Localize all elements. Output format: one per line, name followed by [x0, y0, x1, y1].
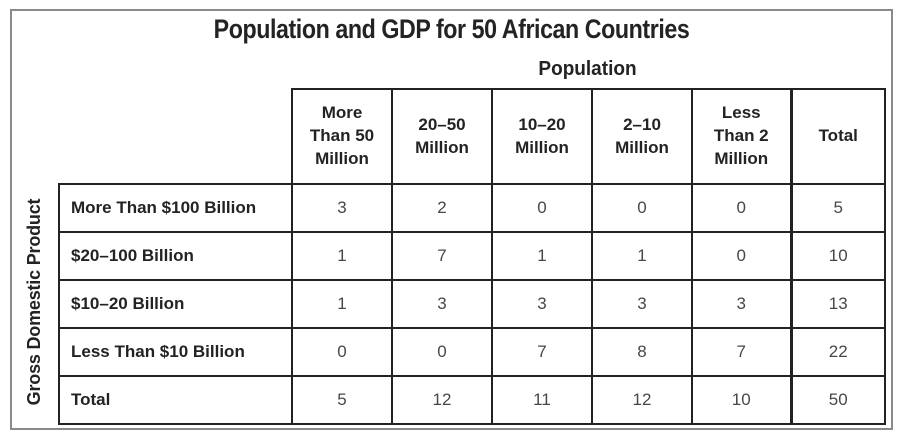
cell-r0-c1: 2: [391, 183, 493, 233]
column-group-label: Population: [538, 58, 637, 80]
cell-r3-c3: 8: [591, 327, 693, 377]
cell-r4-c2: 11: [491, 375, 593, 425]
cell-r4-total: 50: [789, 375, 886, 425]
cell-r2-c4: 3: [691, 279, 792, 329]
cell-r2-c2: 3: [491, 279, 593, 329]
cell-r3-c2: 7: [491, 327, 593, 377]
cell-r4-c3: 12: [591, 375, 693, 425]
cell-r2-total: 13: [789, 279, 886, 329]
cell-r1-total: 10: [789, 231, 886, 281]
cell-r3-total: 22: [789, 327, 886, 377]
cell-r4-c1: 12: [391, 375, 493, 425]
table-row-10-20-billion: $10–20 Billion 1 3 3 3 3 13: [58, 279, 886, 329]
row-header-total: Total: [58, 375, 293, 425]
cell-r1-c3: 1: [591, 231, 693, 281]
cell-r3-c4: 7: [691, 327, 792, 377]
figure-title: Population and GDP for 50 African Countr…: [213, 14, 690, 44]
row-header-10-20-billion: $10–20 Billion: [58, 279, 293, 329]
row-header-more-than-100-billion: More Than $100 Billion: [58, 183, 293, 233]
cell-r4-c0: 5: [291, 375, 393, 425]
col-header-2-10-million: 2–10 Million: [591, 88, 693, 185]
column-header-row: More Than 50 Million 20–50 Million 10–20…: [59, 88, 886, 185]
table-row-total: Total 5 12 11 12 10 50: [58, 375, 886, 425]
cell-r1-c2: 1: [491, 231, 593, 281]
table-row-more-than-100-billion: More Than $100 Billion 3 2 0 0 0 5: [58, 183, 886, 233]
cell-r0-c0: 3: [291, 183, 393, 233]
col-header-more-than-50-million: More Than 50 Million: [291, 88, 393, 185]
table-row-20-100-billion: $20–100 Billion 1 7 1 1 0 10: [58, 231, 886, 281]
cell-r3-c0: 0: [291, 327, 393, 377]
row-header-20-100-billion: $20–100 Billion: [58, 231, 293, 281]
col-header-20-50-million: 20–50 Million: [391, 88, 493, 185]
col-header-10-20-million: 10–20 Million: [491, 88, 593, 185]
figure-frame: [10, 9, 893, 430]
cell-r0-c4: 0: [691, 183, 792, 233]
row-header-less-than-10-billion: Less Than $10 Billion: [58, 327, 293, 377]
cell-r2-c3: 3: [591, 279, 693, 329]
col-header-less-than-2-million: Less Than 2 Million: [691, 88, 792, 185]
row-group-label: Gross Domestic Product: [24, 198, 44, 406]
corner-cell: [59, 89, 292, 184]
cell-r0-c3: 0: [591, 183, 693, 233]
cell-r3-c1: 0: [391, 327, 493, 377]
two-way-table: More Than 50 Million 20–50 Million 10–20…: [58, 88, 886, 425]
col-header-total: Total: [789, 88, 886, 185]
cell-r2-c0: 1: [291, 279, 393, 329]
cell-r1-c4: 0: [691, 231, 792, 281]
cell-r1-c0: 1: [291, 231, 393, 281]
cell-r0-c2: 0: [491, 183, 593, 233]
table-row-less-than-10-billion: Less Than $10 Billion 0 0 7 8 7 22: [58, 327, 886, 377]
cell-r4-c4: 10: [691, 375, 792, 425]
cell-r1-c1: 7: [391, 231, 493, 281]
cell-r0-total: 5: [789, 183, 886, 233]
cell-r2-c1: 3: [391, 279, 493, 329]
